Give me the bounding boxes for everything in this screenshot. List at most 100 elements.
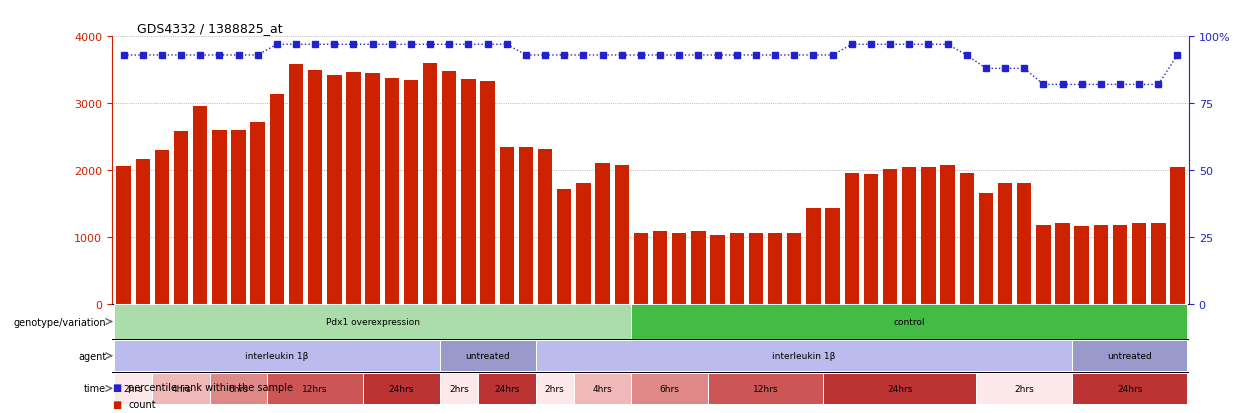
Bar — [768, 233, 782, 304]
Bar — [115, 305, 631, 339]
Bar — [1072, 373, 1186, 404]
Bar — [289, 64, 304, 304]
Bar — [823, 373, 976, 404]
Bar — [346, 73, 361, 304]
Text: 24hrs: 24hrs — [388, 384, 415, 393]
Text: 12hrs: 12hrs — [303, 384, 327, 393]
Text: genotype/variation: genotype/variation — [14, 317, 106, 327]
Text: 24hrs: 24hrs — [1117, 384, 1142, 393]
Text: interleukin 1β: interleukin 1β — [772, 351, 835, 360]
Text: agent: agent — [78, 351, 106, 361]
Bar — [1093, 225, 1108, 304]
Text: ■: ■ — [112, 399, 121, 409]
Bar — [442, 72, 457, 304]
Bar — [976, 373, 1072, 404]
Bar — [631, 373, 708, 404]
Text: 6hrs: 6hrs — [660, 384, 680, 393]
Bar — [115, 373, 152, 404]
Bar — [1072, 340, 1186, 371]
Bar — [940, 165, 955, 304]
Text: 2hrs: 2hrs — [123, 384, 143, 393]
Text: 2hrs: 2hrs — [545, 384, 564, 393]
Bar — [385, 78, 398, 304]
Bar — [209, 373, 268, 404]
Text: untreated: untreated — [466, 351, 510, 360]
Bar — [1170, 168, 1185, 304]
Bar — [1036, 226, 1051, 304]
Bar — [634, 234, 649, 304]
Text: control: control — [894, 317, 925, 326]
Bar — [193, 107, 208, 304]
Text: 4hrs: 4hrs — [593, 384, 613, 393]
Bar — [519, 148, 533, 304]
Text: interleukin 1β: interleukin 1β — [245, 351, 309, 360]
Bar — [270, 95, 284, 304]
Bar — [708, 373, 823, 404]
Text: 24hrs: 24hrs — [886, 384, 913, 393]
Bar — [730, 234, 745, 304]
Bar — [538, 149, 553, 304]
Bar — [631, 305, 1186, 339]
Bar — [535, 373, 574, 404]
Text: Pdx1 overexpression: Pdx1 overexpression — [326, 317, 420, 326]
Text: 2hrs: 2hrs — [1015, 384, 1035, 393]
Text: 4hrs: 4hrs — [171, 384, 190, 393]
Bar — [268, 373, 364, 404]
Bar — [439, 340, 535, 371]
Bar — [364, 373, 439, 404]
Bar — [115, 340, 439, 371]
Bar — [844, 174, 859, 304]
Text: untreated: untreated — [1107, 351, 1152, 360]
Bar — [1113, 226, 1127, 304]
Bar — [1017, 184, 1031, 304]
Text: 6hrs: 6hrs — [229, 384, 249, 393]
Bar — [439, 373, 478, 404]
Bar — [250, 123, 265, 304]
Bar — [979, 194, 994, 304]
Bar — [595, 164, 610, 304]
Text: 24hrs: 24hrs — [494, 384, 519, 393]
Bar — [1074, 227, 1089, 304]
Bar — [154, 151, 169, 304]
Bar — [478, 373, 535, 404]
Bar — [576, 184, 590, 304]
Bar — [1132, 224, 1147, 304]
Bar — [1152, 224, 1165, 304]
Bar — [615, 165, 629, 304]
Bar — [825, 209, 839, 304]
Bar — [960, 174, 974, 304]
Bar — [807, 209, 820, 304]
Text: count: count — [128, 399, 156, 409]
Bar — [883, 169, 898, 304]
Bar — [403, 81, 418, 304]
Bar — [921, 168, 935, 304]
Text: time: time — [85, 383, 106, 394]
Bar — [997, 184, 1012, 304]
Bar — [691, 231, 706, 304]
Bar — [711, 236, 725, 304]
Text: GDS4332 / 1388825_at: GDS4332 / 1388825_at — [137, 22, 283, 35]
Bar — [557, 189, 571, 304]
Bar — [366, 74, 380, 304]
Bar — [423, 64, 437, 304]
Bar — [1056, 224, 1069, 304]
Bar — [748, 233, 763, 304]
Bar — [152, 373, 209, 404]
Bar — [327, 76, 341, 304]
Bar — [652, 232, 667, 304]
Bar — [481, 82, 494, 304]
Bar — [535, 340, 1072, 371]
Bar — [787, 233, 802, 304]
Text: 12hrs: 12hrs — [753, 384, 778, 393]
Bar — [864, 175, 878, 304]
Bar — [308, 71, 322, 304]
Text: 2hrs: 2hrs — [449, 384, 469, 393]
Bar — [136, 159, 149, 304]
Bar — [232, 131, 245, 304]
Bar — [499, 148, 514, 304]
Bar — [174, 132, 188, 304]
Bar — [574, 373, 631, 404]
Bar — [903, 168, 916, 304]
Bar — [116, 166, 131, 304]
Bar — [672, 233, 686, 304]
